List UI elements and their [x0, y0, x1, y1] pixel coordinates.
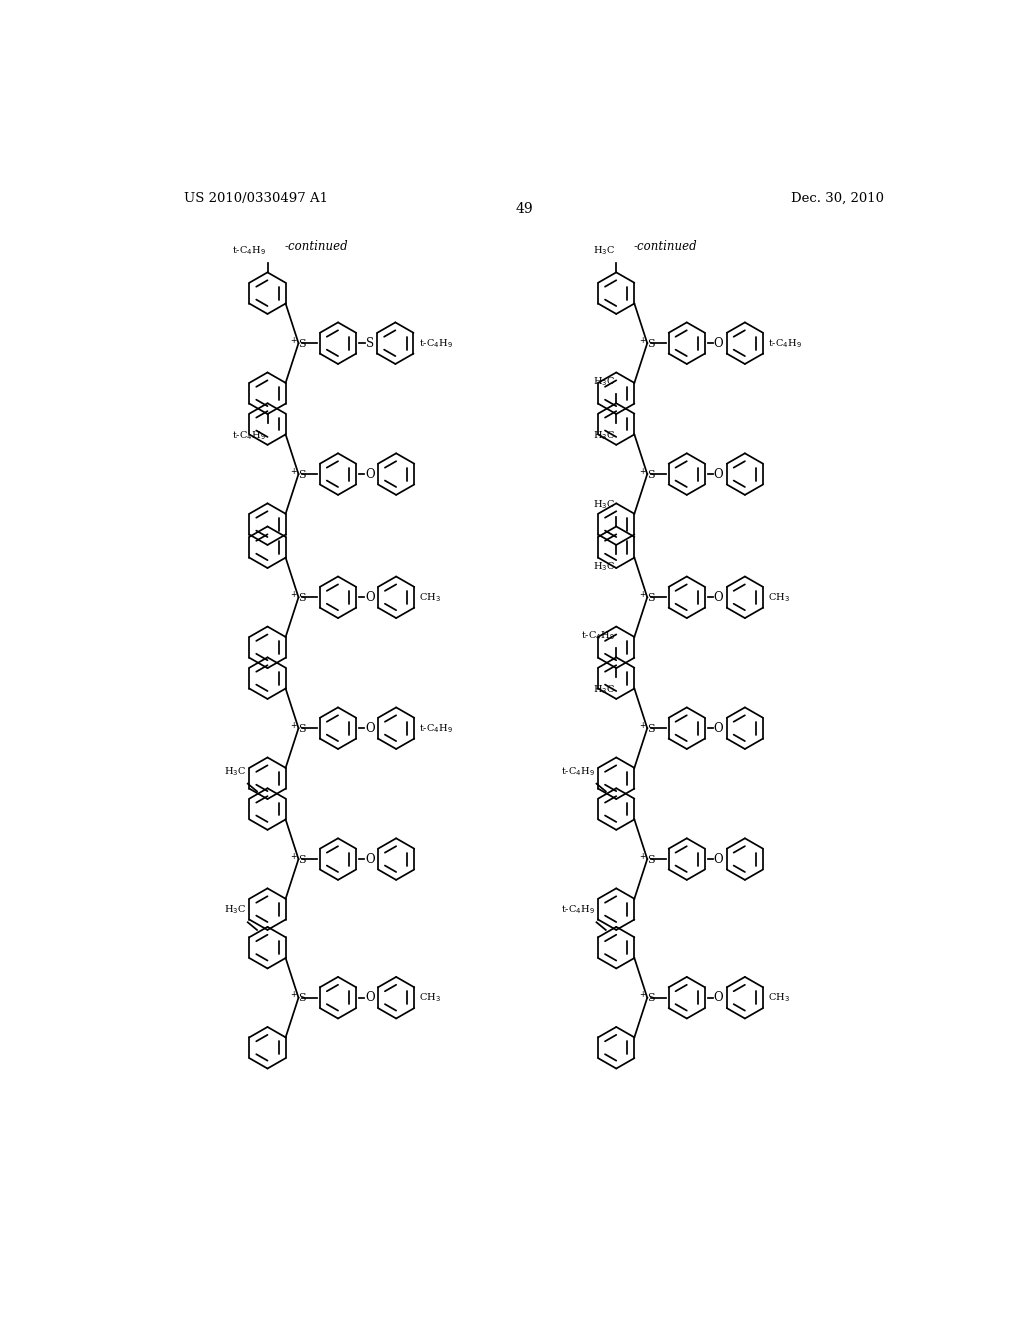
- Text: $^+$S: $^+$S: [638, 721, 656, 735]
- Text: O: O: [365, 722, 375, 735]
- Text: O: O: [365, 467, 375, 480]
- Text: O: O: [714, 722, 723, 735]
- Text: t-C$_4$H$_9$: t-C$_4$H$_9$: [581, 630, 614, 642]
- Text: t-C$_4$H$_9$: t-C$_4$H$_9$: [420, 722, 454, 735]
- Text: $^+$S: $^+$S: [289, 721, 308, 735]
- Text: 49: 49: [516, 202, 534, 216]
- Text: O: O: [714, 991, 723, 1005]
- Text: $^+$S: $^+$S: [289, 851, 308, 867]
- Text: H$_3$C: H$_3$C: [593, 498, 614, 511]
- Text: $^+$S: $^+$S: [289, 590, 308, 605]
- Text: O: O: [365, 991, 375, 1005]
- Text: $^+$S: $^+$S: [289, 466, 308, 482]
- Text: H$_3$C: H$_3$C: [593, 244, 614, 257]
- Text: O: O: [714, 591, 723, 603]
- Text: $^+$S: $^+$S: [289, 990, 308, 1006]
- Text: H$_3$C: H$_3$C: [593, 561, 614, 573]
- Text: H$_3$C: H$_3$C: [224, 903, 246, 916]
- Text: t-C$_4$H$_9$: t-C$_4$H$_9$: [561, 764, 595, 777]
- Text: CH$_3$: CH$_3$: [768, 591, 790, 603]
- Text: O: O: [365, 853, 375, 866]
- Text: O: O: [714, 337, 723, 350]
- Text: $^+$S: $^+$S: [638, 466, 656, 482]
- Text: H$_3$C: H$_3$C: [593, 684, 614, 697]
- Text: O: O: [365, 591, 375, 603]
- Text: t-C$_4$H$_9$: t-C$_4$H$_9$: [232, 244, 266, 257]
- Text: S: S: [366, 337, 374, 350]
- Text: CH$_3$: CH$_3$: [420, 591, 441, 603]
- Text: $^+$S: $^+$S: [638, 590, 656, 605]
- Text: H$_3$C: H$_3$C: [593, 375, 614, 388]
- Text: -continued: -continued: [285, 240, 348, 253]
- Text: CH$_3$: CH$_3$: [420, 991, 441, 1005]
- Text: Dec. 30, 2010: Dec. 30, 2010: [791, 191, 884, 205]
- Text: H$_3$C: H$_3$C: [593, 429, 614, 442]
- Text: O: O: [714, 853, 723, 866]
- Text: H$_3$C: H$_3$C: [224, 764, 246, 777]
- Text: t-C$_4$H$_9$: t-C$_4$H$_9$: [768, 337, 802, 350]
- Text: $^+$S: $^+$S: [638, 851, 656, 867]
- Text: CH$_3$: CH$_3$: [768, 991, 790, 1005]
- Text: US 2010/0330497 A1: US 2010/0330497 A1: [183, 191, 328, 205]
- Text: O: O: [714, 467, 723, 480]
- Text: -continued: -continued: [633, 240, 697, 253]
- Text: $^+$S: $^+$S: [289, 335, 308, 351]
- Text: t-C$_4$H$_9$: t-C$_4$H$_9$: [561, 903, 595, 916]
- Text: $^+$S: $^+$S: [638, 335, 656, 351]
- Text: $^+$S: $^+$S: [638, 990, 656, 1006]
- Text: t-C$_4$H$_9$: t-C$_4$H$_9$: [419, 337, 453, 350]
- Text: t-C$_4$H$_9$: t-C$_4$H$_9$: [232, 429, 266, 442]
